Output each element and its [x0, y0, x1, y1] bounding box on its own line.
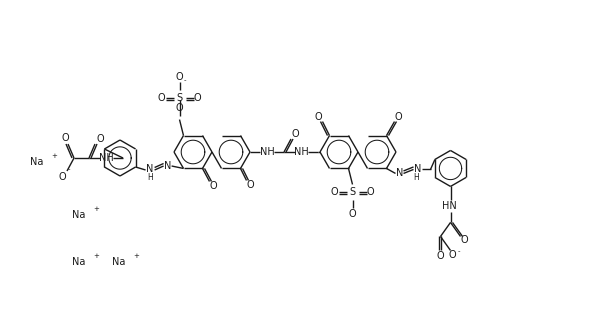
- Text: O: O: [61, 133, 69, 143]
- Text: NH: NH: [98, 153, 113, 163]
- Text: Na: Na: [72, 257, 85, 267]
- Text: +: +: [51, 153, 57, 159]
- Text: O: O: [247, 180, 254, 190]
- Text: -: -: [183, 78, 186, 84]
- Text: Na: Na: [112, 257, 125, 267]
- Text: O: O: [315, 112, 322, 121]
- Text: H: H: [413, 173, 420, 182]
- Text: NH: NH: [260, 147, 274, 157]
- Text: O: O: [96, 134, 104, 144]
- Text: N: N: [146, 164, 153, 174]
- Text: O: O: [367, 187, 375, 197]
- Text: HN: HN: [442, 202, 457, 211]
- Text: N: N: [164, 161, 171, 171]
- Text: +: +: [133, 253, 139, 259]
- Text: O: O: [348, 210, 356, 219]
- Text: O: O: [331, 187, 338, 197]
- Text: -: -: [67, 166, 71, 172]
- Text: H: H: [148, 172, 153, 182]
- Text: Na: Na: [30, 157, 43, 167]
- Text: N: N: [414, 164, 421, 175]
- Text: Na: Na: [72, 210, 85, 220]
- Text: S: S: [350, 187, 356, 197]
- Text: O: O: [176, 102, 184, 113]
- Text: S: S: [176, 93, 182, 102]
- Text: -: -: [457, 248, 460, 254]
- Text: O: O: [449, 251, 457, 260]
- Text: O: O: [176, 72, 184, 81]
- Text: O: O: [58, 172, 66, 182]
- Text: O: O: [395, 112, 402, 121]
- Text: +: +: [93, 206, 99, 212]
- Text: O: O: [194, 93, 201, 102]
- Text: O: O: [157, 93, 165, 102]
- Text: O: O: [291, 129, 299, 139]
- Text: +: +: [93, 253, 99, 259]
- Text: O: O: [210, 182, 217, 191]
- Text: O: O: [437, 252, 444, 261]
- Text: N: N: [396, 169, 403, 178]
- Text: NH: NH: [294, 147, 308, 157]
- Text: O: O: [461, 235, 468, 245]
